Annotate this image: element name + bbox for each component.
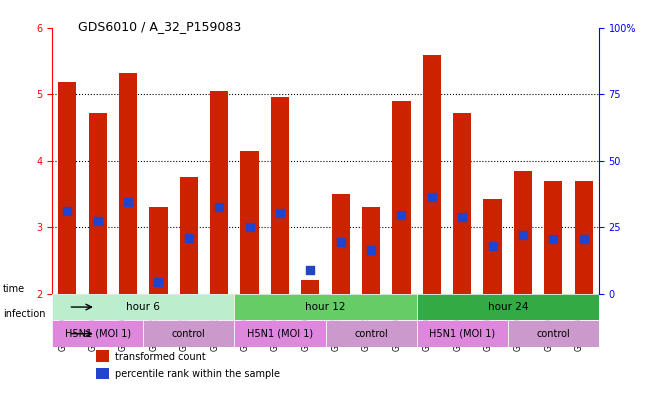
- FancyBboxPatch shape: [234, 294, 417, 320]
- FancyBboxPatch shape: [234, 320, 326, 347]
- Bar: [210, 91, 229, 294]
- Point: [123, 199, 133, 205]
- Bar: [514, 171, 532, 294]
- Bar: [149, 207, 167, 294]
- Bar: [484, 199, 502, 294]
- Text: H5N1 (MOI 1): H5N1 (MOI 1): [247, 329, 313, 339]
- Bar: [96, 367, 109, 380]
- Point: [275, 209, 285, 216]
- Bar: [96, 351, 109, 362]
- Bar: [271, 97, 289, 294]
- Point: [92, 217, 103, 224]
- Text: control: control: [536, 329, 570, 339]
- Text: percentile rank within the sample: percentile rank within the sample: [115, 369, 280, 379]
- Bar: [119, 73, 137, 294]
- Text: hour 24: hour 24: [488, 302, 528, 312]
- Text: transformed count: transformed count: [115, 352, 206, 362]
- Point: [548, 236, 559, 242]
- Bar: [362, 207, 380, 294]
- Bar: [58, 82, 76, 294]
- Point: [426, 194, 437, 200]
- FancyBboxPatch shape: [508, 320, 599, 347]
- Bar: [301, 281, 320, 294]
- Point: [335, 239, 346, 245]
- Text: infection: infection: [3, 309, 46, 320]
- Text: hour 12: hour 12: [305, 302, 346, 312]
- FancyBboxPatch shape: [52, 294, 234, 320]
- Point: [366, 247, 376, 253]
- Point: [214, 204, 225, 210]
- Text: GDS6010 / A_32_P159083: GDS6010 / A_32_P159083: [78, 20, 242, 33]
- Point: [579, 236, 589, 242]
- FancyBboxPatch shape: [143, 320, 234, 347]
- Point: [305, 267, 316, 274]
- FancyBboxPatch shape: [52, 320, 143, 347]
- Bar: [331, 194, 350, 294]
- Bar: [422, 55, 441, 294]
- FancyBboxPatch shape: [417, 320, 508, 347]
- Point: [457, 214, 467, 220]
- Point: [518, 232, 528, 238]
- FancyBboxPatch shape: [326, 320, 417, 347]
- Text: control: control: [354, 329, 388, 339]
- Bar: [393, 101, 411, 294]
- Text: H5N1 (MOI 1): H5N1 (MOI 1): [429, 329, 495, 339]
- Point: [62, 208, 72, 214]
- Bar: [89, 113, 107, 294]
- Text: control: control: [172, 329, 206, 339]
- FancyBboxPatch shape: [417, 294, 599, 320]
- Text: time: time: [3, 284, 25, 294]
- Text: hour 6: hour 6: [126, 302, 160, 312]
- Bar: [240, 151, 258, 294]
- Text: H5N1 (MOI 1): H5N1 (MOI 1): [64, 329, 131, 339]
- Bar: [544, 181, 562, 294]
- Point: [488, 242, 498, 249]
- Point: [153, 279, 163, 285]
- Bar: [180, 177, 198, 294]
- Point: [184, 235, 194, 241]
- Bar: [575, 181, 593, 294]
- Point: [244, 224, 255, 230]
- Bar: [453, 113, 471, 294]
- Point: [396, 212, 407, 219]
